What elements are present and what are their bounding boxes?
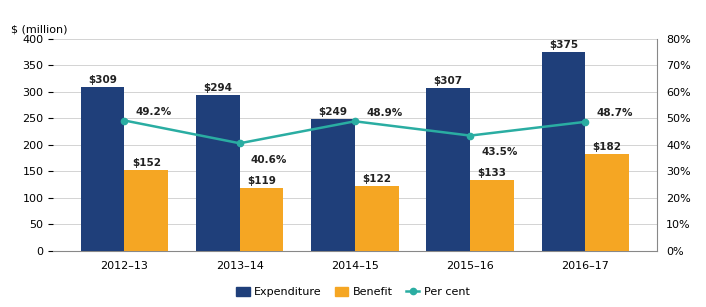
Text: $307: $307 <box>433 76 463 86</box>
Per cent <box>466 134 474 138</box>
Text: $294: $294 <box>203 83 232 93</box>
Text: 49.2%: 49.2% <box>136 107 172 117</box>
Bar <box>240 188 284 251</box>
Per cent <box>120 119 128 122</box>
Bar <box>80 87 124 251</box>
Bar <box>585 154 629 251</box>
Bar <box>470 180 514 251</box>
Text: $309: $309 <box>88 75 117 85</box>
Text: $152: $152 <box>132 158 161 168</box>
Text: 40.6%: 40.6% <box>251 155 287 165</box>
Per cent <box>236 142 244 145</box>
Line: Per cent: Per cent <box>121 117 589 146</box>
Bar <box>426 88 470 251</box>
Text: 48.7%: 48.7% <box>597 108 633 119</box>
Text: 48.9%: 48.9% <box>366 108 402 118</box>
Text: $119: $119 <box>247 176 276 186</box>
Text: 43.5%: 43.5% <box>481 147 517 157</box>
Per cent <box>581 120 590 124</box>
Per cent <box>351 119 359 123</box>
Text: $133: $133 <box>477 168 506 178</box>
Bar <box>355 186 399 251</box>
Bar <box>311 119 355 251</box>
Legend: Expenditure, Benefit, Per cent: Expenditure, Benefit, Per cent <box>232 282 474 301</box>
Bar <box>196 95 240 251</box>
Text: $122: $122 <box>362 174 391 184</box>
Bar <box>542 52 585 251</box>
Text: $375: $375 <box>549 40 578 50</box>
Bar <box>124 170 168 251</box>
Text: $182: $182 <box>593 142 622 152</box>
Text: $249: $249 <box>318 107 347 117</box>
Text: $ (million): $ (million) <box>11 25 68 35</box>
